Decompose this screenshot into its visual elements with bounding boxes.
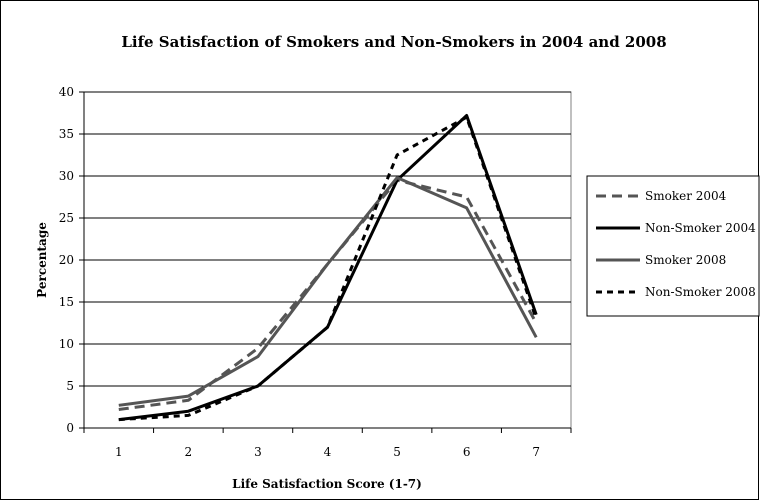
y-tick-label: 35 bbox=[59, 127, 74, 141]
legend-entry-label: Non-Smoker 2008 bbox=[645, 285, 756, 299]
y-axis-label: Percentage bbox=[35, 222, 49, 298]
y-tick-label: 30 bbox=[59, 169, 74, 183]
legend-entry-label: Smoker 2008 bbox=[645, 253, 726, 267]
x-axis-ticks: 1 2 3 4 5 6 7 bbox=[83, 428, 572, 459]
x-tick-label: 6 bbox=[463, 445, 471, 459]
y-tick-label: 25 bbox=[59, 211, 74, 225]
x-tick-label: 5 bbox=[393, 445, 401, 459]
y-tick-label: 5 bbox=[66, 379, 74, 393]
series-lines bbox=[118, 114, 538, 422]
series-line-4 bbox=[118, 115, 538, 422]
x-tick-label: 7 bbox=[532, 445, 540, 459]
legend-box bbox=[586, 175, 760, 317]
series-line-1 bbox=[118, 178, 538, 412]
legend-entry-label: Smoker 2004 bbox=[645, 189, 727, 203]
y-tick-label: 40 bbox=[59, 85, 74, 99]
x-tick-label: 3 bbox=[254, 445, 262, 459]
y-tick-label: 0 bbox=[66, 421, 74, 435]
x-axis-label: Life Satisfaction Score (1-7) bbox=[232, 477, 422, 491]
series-line-3 bbox=[118, 176, 538, 407]
legend: Smoker 2004 Non-Smoker 2004 Smoker 2008 Non… bbox=[586, 175, 760, 317]
y-tick-label: 10 bbox=[59, 337, 74, 351]
chart-title: Life Satisfaction of Smokers and Non-Smo… bbox=[121, 33, 666, 51]
y-tick-label: 15 bbox=[59, 295, 74, 309]
x-tick-label: 2 bbox=[185, 445, 193, 459]
gridlines bbox=[83, 91, 571, 429]
legend-entry-label: Non-Smoker 2004 bbox=[645, 221, 756, 235]
x-tick-label: 4 bbox=[324, 445, 332, 459]
x-tick-label: 1 bbox=[115, 445, 123, 459]
y-tick-label: 20 bbox=[59, 253, 74, 267]
y-axis-ticks: 0 5 10 15 20 25 30 35 40 bbox=[59, 85, 84, 435]
